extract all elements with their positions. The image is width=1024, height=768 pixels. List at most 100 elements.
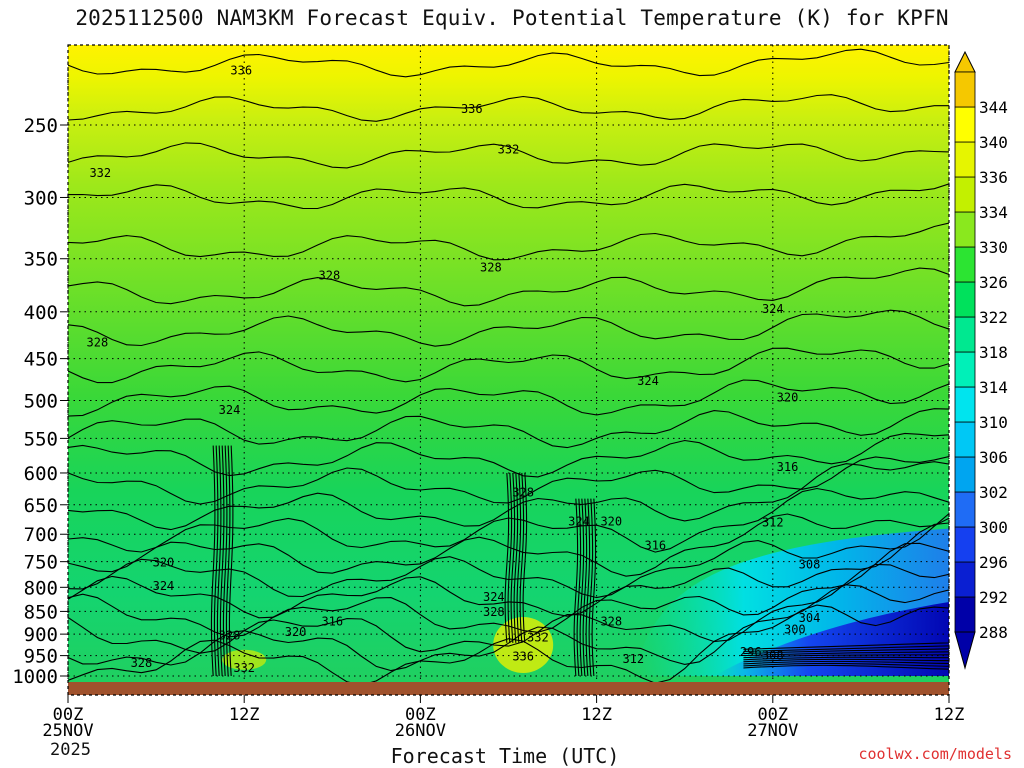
contour-line	[743, 658, 949, 663]
colorbar-band	[954, 596, 976, 633]
colorbar-label: 344	[979, 98, 1008, 117]
y-tick-label: 550	[24, 428, 58, 450]
contour-label: 316	[777, 460, 799, 474]
colorbar-band	[954, 561, 976, 598]
plot-frame	[67, 44, 950, 696]
contour-line	[68, 183, 949, 210]
contour-label: 328	[319, 268, 341, 282]
y-tick-label: 850	[24, 601, 58, 623]
contour-line	[68, 347, 949, 384]
contour-line	[68, 267, 949, 307]
contour-label: 320	[600, 515, 622, 529]
colorbar-band	[954, 211, 976, 248]
colorbar-band	[954, 456, 976, 493]
contour-label: 328	[131, 656, 153, 670]
colorbar-label: 288	[979, 623, 1008, 642]
contour-line	[513, 472, 519, 643]
colorbar-label: 336	[979, 168, 1008, 187]
contour-label: 332	[89, 166, 111, 180]
colorbar-label: 340	[979, 133, 1008, 152]
contour-line	[68, 142, 949, 169]
colorbar-band	[954, 246, 976, 283]
colorbar-label: 326	[979, 273, 1008, 292]
contour-label: 320	[153, 556, 175, 570]
colorbar-label: 318	[979, 343, 1008, 362]
x-tick-date: 27NOV	[747, 721, 798, 741]
contour-line	[507, 472, 513, 643]
warm-pocket	[222, 649, 267, 670]
grid	[67, 45, 950, 682]
colorbar-top-arrow	[954, 50, 976, 73]
colorbar-label: 300	[979, 518, 1008, 537]
contour-label: 336	[461, 102, 483, 116]
colorbar-label: 306	[979, 448, 1008, 467]
contour-line	[68, 379, 949, 417]
x-tick-label: 12Z	[934, 705, 965, 725]
x-tick-label: 00Z	[757, 705, 788, 725]
contour-label: 328	[480, 261, 502, 275]
colorbar-band	[954, 351, 976, 388]
contour-line	[585, 498, 591, 677]
contour-line	[743, 660, 949, 665]
contour-line	[225, 445, 231, 677]
contour-label: 308	[799, 557, 821, 571]
contour-line	[68, 513, 949, 577]
colorbar-band	[954, 106, 976, 143]
x-tick-label: 12Z	[229, 705, 260, 725]
contour-label: 308	[762, 649, 784, 663]
colorbar-band	[954, 421, 976, 458]
contour-line	[519, 472, 525, 643]
contour-line	[68, 48, 949, 78]
contour-line	[219, 445, 225, 677]
contour-label: 332	[527, 631, 549, 645]
y-tick-label: 650	[24, 495, 58, 517]
contour-line	[516, 472, 522, 643]
contour-line	[743, 645, 949, 652]
contour-line	[228, 445, 234, 677]
contour-lines	[68, 48, 949, 682]
contour-line	[210, 445, 216, 677]
contour-label: 332	[233, 661, 255, 675]
colorbar-band	[954, 176, 976, 213]
contour-label: 336	[512, 649, 534, 663]
contour-label: 324	[762, 302, 784, 316]
x-tick-date: 26NOV	[395, 721, 446, 741]
colorbar-bottom-arrow	[954, 631, 976, 670]
warm-pocket	[493, 617, 554, 674]
contour-label: 316	[321, 615, 343, 629]
colorbar-label: 292	[979, 588, 1008, 607]
y-tick-label: 350	[24, 249, 58, 271]
colorbar-band	[954, 316, 976, 353]
contour-line	[68, 222, 949, 261]
y-tick-label: 750	[24, 552, 58, 574]
contour-label: 300	[784, 623, 806, 637]
contour-line	[582, 498, 588, 677]
contour-line	[213, 445, 219, 677]
contour-line	[743, 662, 949, 667]
contour-line	[222, 445, 228, 677]
y-tick-label: 500	[24, 391, 58, 413]
contour-label: 324	[483, 590, 505, 604]
x-axis-label: Forecast Time (UTC)	[390, 744, 620, 768]
y-tick-label: 400	[24, 302, 58, 324]
contour-label: 328	[219, 628, 241, 642]
contour-label: 312	[622, 652, 644, 666]
colorbar-band	[954, 526, 976, 563]
contour-label: 324	[153, 579, 175, 593]
ground-strip	[68, 682, 949, 695]
colorbar-label: 310	[979, 413, 1008, 432]
credit-link[interactable]: coolwx.com/models	[858, 745, 1012, 763]
x-year-label: 2025	[50, 740, 91, 760]
colorbar-band	[954, 141, 976, 178]
contour-line	[743, 651, 949, 657]
contour-labels: 3363363323323283283283243243243203163283…	[87, 64, 821, 675]
contour-label: 328	[483, 605, 505, 619]
contour-line	[743, 648, 949, 655]
contour-line	[743, 656, 949, 661]
contour-label: 312	[762, 516, 784, 530]
contour-line	[588, 498, 594, 677]
y-tick-label: 950	[24, 646, 58, 668]
contour-line	[68, 94, 949, 122]
colorbar-band	[954, 71, 976, 108]
